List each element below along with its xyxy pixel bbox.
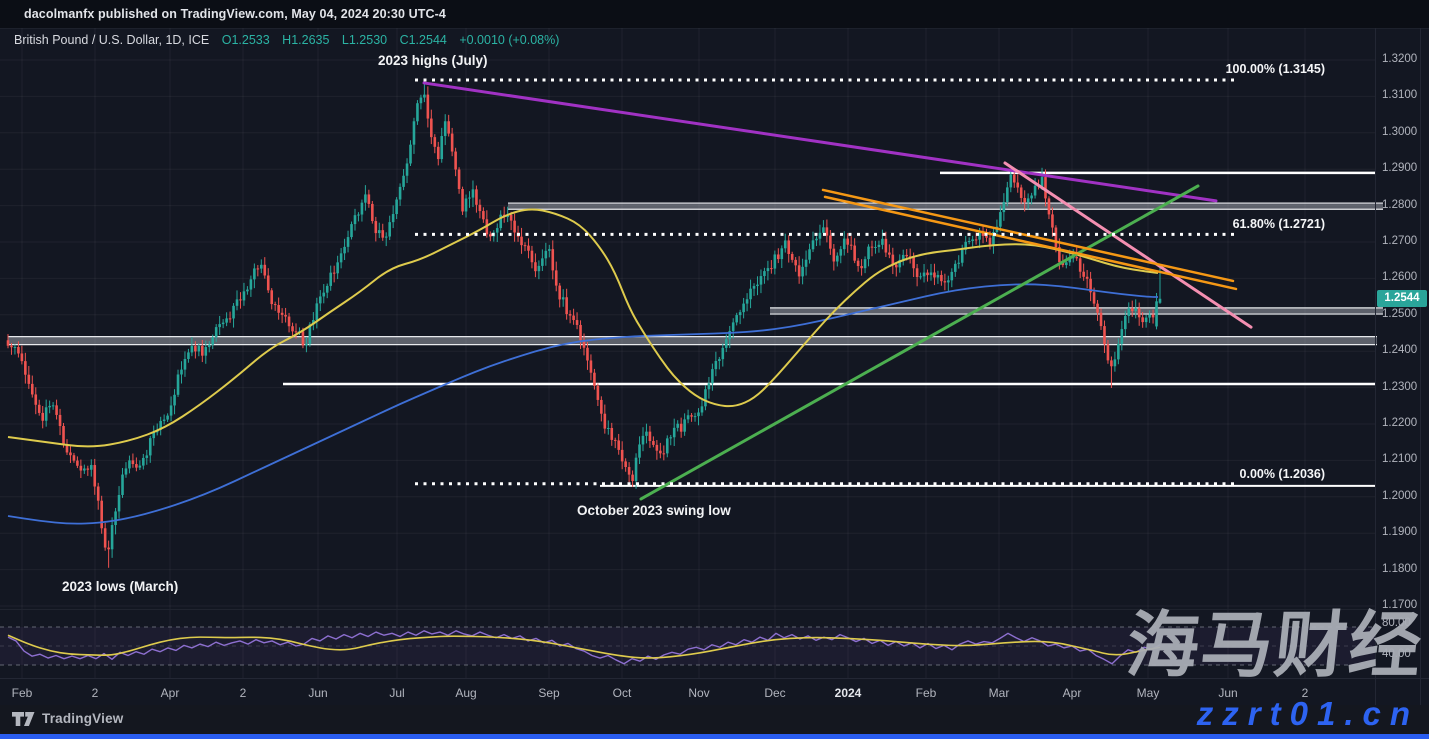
time-axis-label: Apr (1062, 686, 1082, 700)
annotation-october-swing-low: October 2023 swing low (577, 503, 731, 518)
tradingview-logo-text: TradingView (42, 711, 124, 726)
close-value: 1.2544 (408, 33, 447, 47)
fib-label-618: 61.80% (1.2721) (1232, 217, 1325, 231)
price-axis-label: 1.3000 (1382, 125, 1418, 138)
tradingview-logo-icon (12, 711, 35, 726)
watermark-cn: 海马财经 (1122, 606, 1428, 686)
time-axis-label: Feb (11, 686, 33, 700)
time-axis-label: Jun (1218, 686, 1238, 700)
indicator-axis-label: 80.00 (1382, 617, 1411, 629)
time-axis-label: Dec (764, 686, 786, 700)
time-axis-label: Jun (308, 686, 328, 700)
rsi-line (7, 630, 1161, 665)
annotation-2023-highs: 2023 highs (July) (378, 53, 488, 68)
publish-info-text: dacolmanfx published on TradingView.com,… (24, 7, 446, 21)
time-axis-label: Apr (160, 686, 180, 700)
high-label: H (282, 33, 292, 47)
2023-highs-descending (422, 81, 1218, 203)
high-value: 1.2635 (291, 33, 330, 47)
fib-label-100: 100.00% (1.3145) (1225, 62, 1325, 76)
time-axis-label: 2024 (834, 686, 862, 700)
chart-background (0, 28, 1429, 706)
price-axis-label: 1.2100 (1382, 453, 1418, 466)
time-axis-label: Jul (389, 686, 405, 700)
price-axis-label: 1.1800 (1382, 562, 1418, 575)
price-chart-canvas[interactable] (0, 0, 1429, 712)
time-axis-label: May (1136, 686, 1160, 700)
time-axis-label: Sep (538, 686, 560, 700)
price-axis-edge (1420, 28, 1421, 705)
price-axis-label: 1.2000 (1382, 489, 1418, 502)
time-axis-label: 2 (91, 686, 99, 700)
price-axis-label: 1.3200 (1382, 53, 1418, 65)
price-axis-label: 1.2600 (1382, 271, 1418, 284)
price-axis-label: 1.1900 (1382, 526, 1418, 539)
open-value: 1.2533 (231, 33, 270, 47)
last-price-badge: 1.2544 (1377, 290, 1427, 307)
time-axis-separator (0, 678, 1429, 679)
price-axis-separator (1375, 28, 1376, 705)
time-axis-label: Feb (915, 686, 937, 700)
indicator-axis-label: 40.00 (1382, 648, 1411, 660)
symbol-legend[interactable]: British Pound / U.S. Dollar, 1D, ICE O1.… (14, 33, 559, 47)
low-value: 1.2530 (348, 33, 388, 47)
candles-layer (6, 80, 1162, 568)
rsi-signal-line (7, 634, 1161, 659)
price-axis-label: 1.3100 (1382, 89, 1418, 102)
time-axis-label: Oct (612, 686, 632, 700)
time-axis-label: Aug (455, 686, 477, 700)
watermark-url: zzrt01.cn (1196, 695, 1419, 732)
ascending-from-oct-low (639, 184, 1200, 501)
fibonacci-layer (415, 78, 1238, 486)
pane-separator (0, 609, 1375, 610)
price-axis-label: 1.2800 (1382, 198, 1418, 211)
fib-label-0: 0.00% (1.2036) (1239, 467, 1325, 481)
price-axis-label: 1.2500 (1382, 307, 1418, 320)
time-axis-label: Nov (688, 686, 710, 700)
indicator-layer (0, 626, 1375, 666)
price-axis-label: 1.2300 (1382, 380, 1418, 393)
footer-bar (0, 705, 1429, 735)
moving-averages-layer (7, 208, 1159, 525)
bottom-accent-bar (0, 734, 1429, 739)
change-value: +0.0010 (+0.08%) (459, 33, 560, 47)
time-axis-label: 2 (1301, 686, 1309, 700)
low-label: L (341, 33, 349, 47)
symbol-title: British Pound / U.S. Dollar, 1D, ICE (14, 33, 210, 47)
price-axis-label: 1.1700 (1382, 599, 1418, 611)
annotation-2023-lows: 2023 lows (March) (62, 579, 179, 594)
steep-decline (1003, 161, 1253, 329)
time-axis-label: 2 (239, 686, 247, 700)
price-axis-label: 1.2700 (1382, 235, 1418, 247)
levels-layer (8, 171, 1383, 487)
open-label: O (221, 33, 232, 47)
price-axis-label: 1.2400 (1382, 344, 1418, 357)
close-label: C (399, 33, 409, 47)
time-axis-label: Mar (988, 686, 1010, 700)
price-axis-label: 1.2900 (1382, 162, 1418, 175)
trendlines-layer (422, 81, 1253, 501)
tradingview-logo[interactable]: TradingView (12, 711, 123, 726)
publish-info-bar: dacolmanfx published on TradingView.com,… (0, 0, 1429, 28)
orange-channel-lower (823, 195, 1238, 291)
grid-layer (0, 28, 1375, 678)
price-axis-label: 1.2200 (1382, 417, 1418, 429)
